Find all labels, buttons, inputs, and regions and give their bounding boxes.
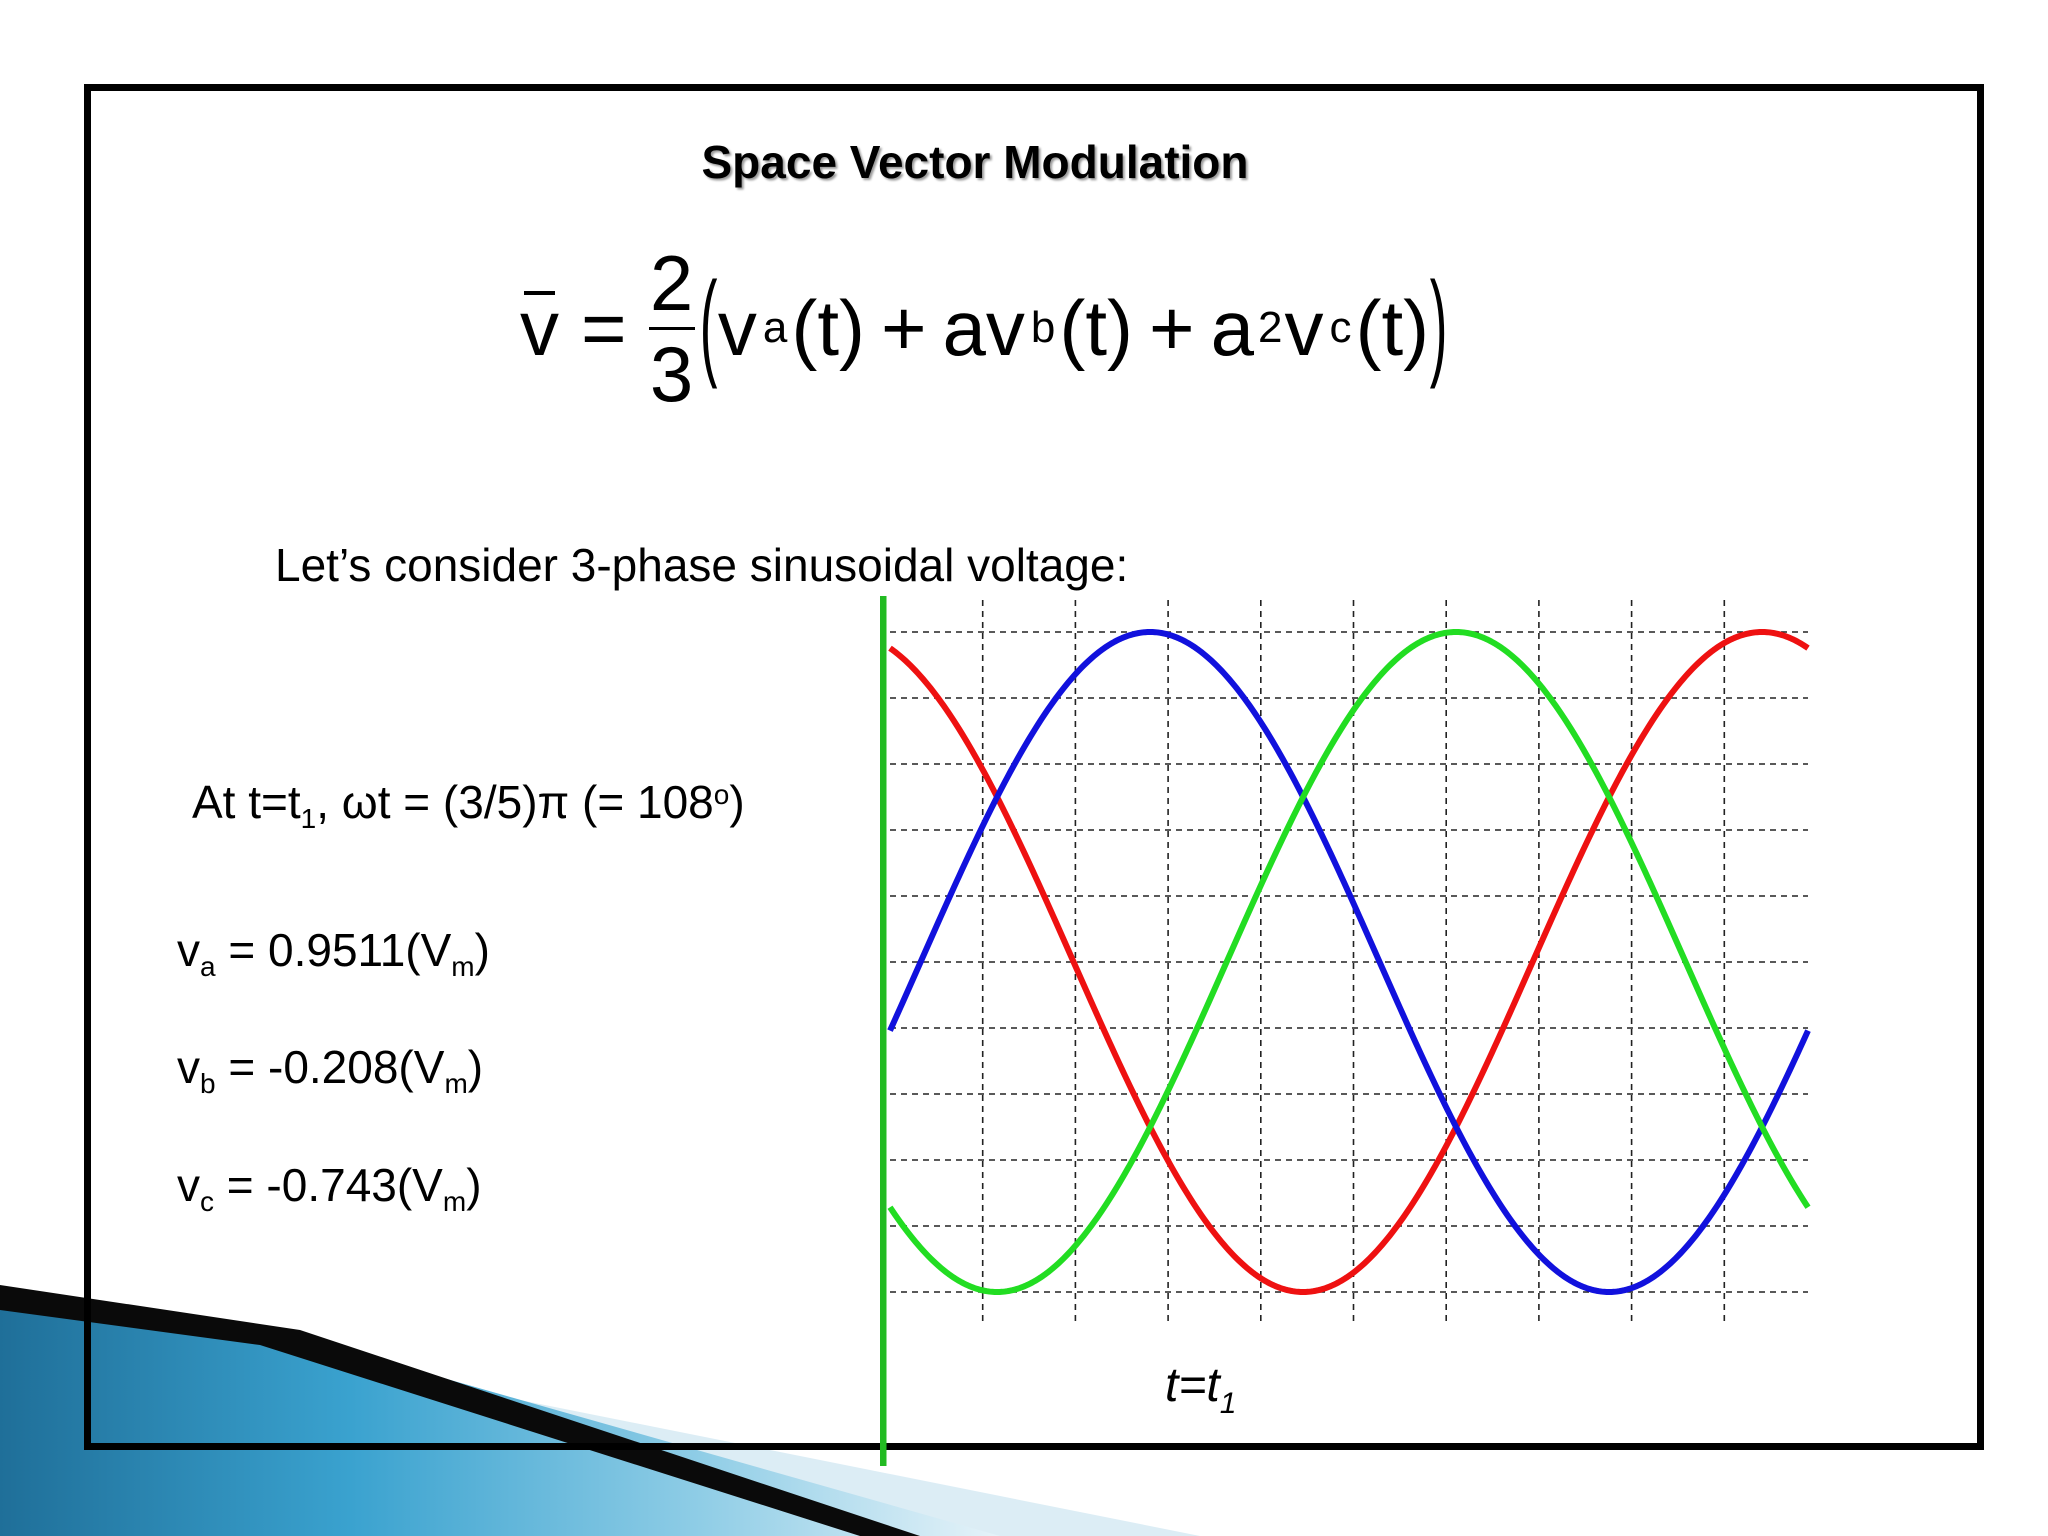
vb-sub: b: [200, 1068, 216, 1099]
slide-title: Space Vector Modulation: [701, 136, 1249, 188]
time-note-middle: , ωt = (3/5)π (= 108: [316, 776, 714, 828]
marker-label: t=t1: [1165, 1358, 1236, 1421]
term-a-arg: (t): [791, 283, 865, 372]
time-note-sup: o: [713, 779, 730, 810]
marker-label-sub: 1: [1219, 1387, 1237, 1420]
formula-paren-open: (: [699, 258, 718, 390]
vc-close: ): [466, 1159, 482, 1211]
slide-frame: [84, 84, 1984, 1450]
series-line-b: [887, 629, 1811, 1295]
fraction-denominator: 3: [649, 329, 694, 418]
vb-var: v: [177, 1041, 200, 1093]
vc-var: v: [177, 1159, 200, 1211]
term-c-exp: 2: [1257, 303, 1283, 352]
term-c-sub: c: [1329, 303, 1352, 352]
va-value: = 0.9511(V: [215, 924, 452, 976]
marker-label-main: t=t: [1165, 1359, 1220, 1412]
vb-value: = -0.208(V: [215, 1041, 445, 1093]
term-c-coef: a: [1210, 283, 1254, 372]
term-b-sub: b: [1030, 303, 1056, 352]
fraction-bar: [648, 326, 695, 330]
va-sub: a: [200, 951, 216, 982]
voltage-vb: vb = -0.208(Vm): [177, 1040, 483, 1100]
vc-sub: c: [200, 1186, 214, 1217]
term-a-sub: a: [762, 303, 788, 352]
vc-value: = -0.743(V: [214, 1159, 443, 1211]
formula-plus-1: +: [880, 283, 927, 372]
intro-text: Let’s consider 3-phase sinusoidal voltag…: [275, 539, 1129, 591]
three-phase-waveform-chart: [880, 596, 1811, 1466]
formula-equals: =: [581, 283, 627, 372]
voltage-va: va = 0.9511(Vm): [177, 923, 490, 983]
term-c-var: v: [1284, 283, 1324, 372]
time-note-prefix: At t=t: [192, 776, 301, 828]
term-b-var: av: [942, 283, 1025, 372]
vb-close: ): [467, 1041, 484, 1093]
series-line-c: [887, 629, 1811, 1295]
fraction-numerator: 2: [649, 238, 694, 327]
space-vector-formula: v = 2 3 ( v a (t) + av b (t) + a 2 v c (t) ): [520, 228, 1448, 428]
vc-unit-sub: m: [442, 1186, 467, 1217]
va-close: ): [474, 924, 490, 976]
va-unit-sub: m: [451, 951, 475, 982]
formula-plus-2: +: [1149, 283, 1195, 372]
time-note-suffix: ): [729, 776, 745, 828]
va-var: v: [177, 924, 200, 976]
vb-unit-sub: m: [444, 1068, 468, 1099]
term-c-arg: (t): [1355, 283, 1430, 372]
time-note: At t=t1, ωt = (3/5)π (= 108o): [192, 775, 745, 835]
chart-grid: [890, 600, 1808, 1326]
term-b-arg: (t): [1059, 283, 1134, 372]
formula-fraction: 2 3: [648, 238, 695, 418]
chart-series: [887, 629, 1811, 1295]
term-a-var: v: [717, 283, 757, 372]
formula-paren-close: ): [1429, 258, 1448, 390]
series-line-a: [888, 629, 1810, 1295]
time-note-sub: 1: [300, 803, 317, 834]
voltage-vc: vc = -0.743(Vm): [177, 1158, 482, 1218]
formula-v-bar: v: [520, 283, 559, 372]
